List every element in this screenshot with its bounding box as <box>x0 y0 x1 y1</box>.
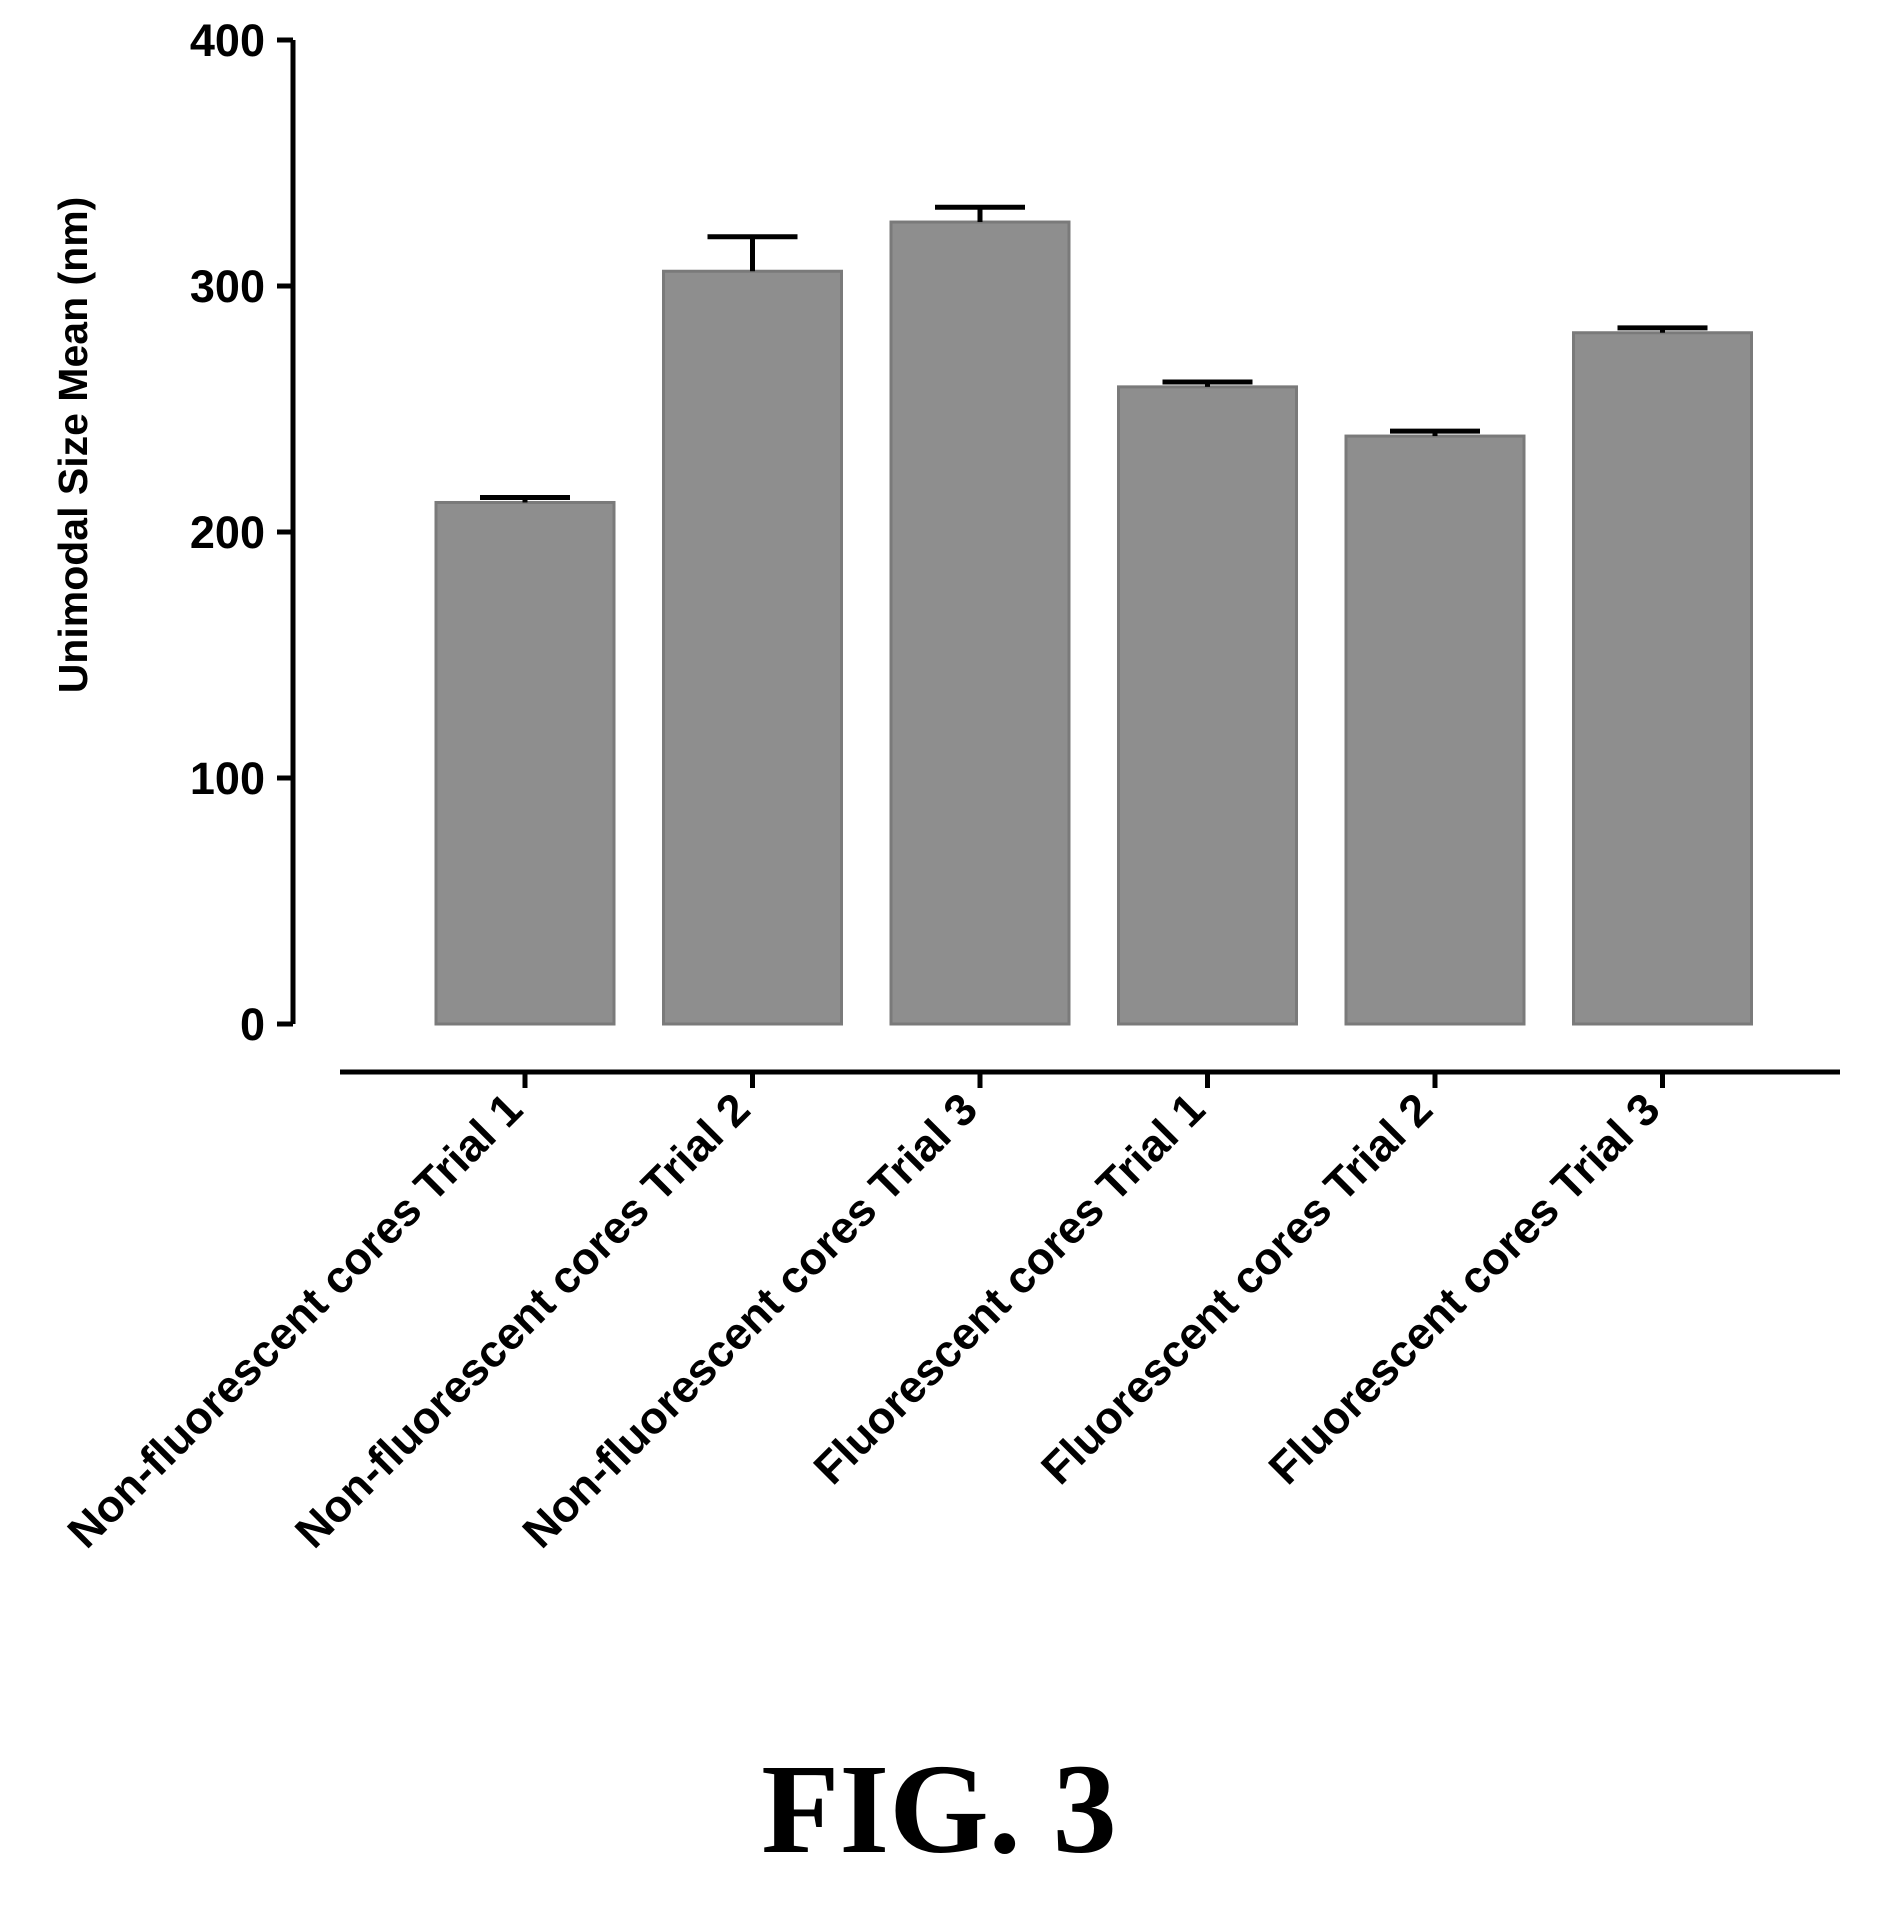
y-tick-label: 400 <box>190 15 265 66</box>
bar <box>1344 434 1526 1026</box>
x-axis <box>340 1069 1840 1088</box>
category-label: Fluorescent cores Trial 3 <box>1259 1083 1670 1494</box>
bar <box>1572 331 1753 1026</box>
y-tick-label: 300 <box>190 261 265 312</box>
bars <box>434 220 1753 1026</box>
y-tick-label: 0 <box>240 999 265 1050</box>
category-label: Fluorescent cores Trial 2 <box>1031 1083 1442 1494</box>
y-axis-title: Unimodal Size Mean (nm) <box>50 197 96 694</box>
bar <box>434 500 616 1026</box>
y-tick-label: 100 <box>190 753 265 804</box>
figure-caption: FIG. 3 <box>761 1738 1117 1880</box>
category-label: Non-fluorescent cores Trial 3 <box>512 1083 987 1558</box>
y-tick-label: 200 <box>190 507 265 558</box>
category-label: Non-fluorescent cores Trial 1 <box>57 1083 532 1558</box>
error-bars <box>480 204 1708 503</box>
bar <box>662 269 843 1026</box>
bar <box>889 220 1071 1026</box>
y-axis: 0 100 200 300 400 <box>190 15 296 1050</box>
category-label: Fluorescent cores Trial 1 <box>804 1083 1215 1494</box>
bar <box>1117 385 1298 1026</box>
category-labels: Non-fluorescent cores Trial 1Non-fluores… <box>57 1083 1669 1558</box>
category-label: Non-fluorescent cores Trial 2 <box>285 1083 760 1558</box>
